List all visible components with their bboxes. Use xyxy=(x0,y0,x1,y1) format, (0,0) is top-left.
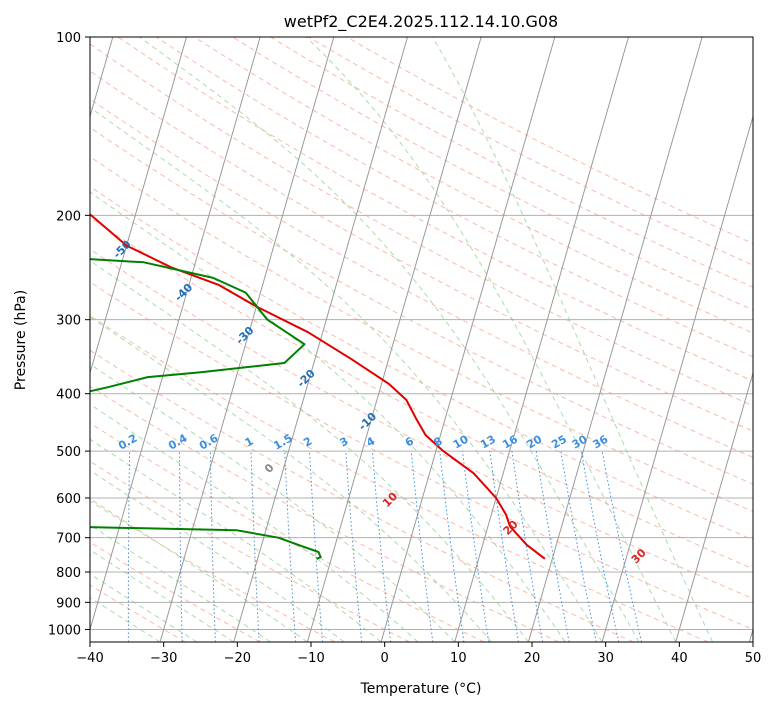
x-tick-label: −20 xyxy=(224,651,251,666)
x-tick-label: −10 xyxy=(297,651,324,666)
y-tick-label: 1000 xyxy=(48,623,81,638)
y-tick-label: 900 xyxy=(56,596,81,611)
x-tick-label: 20 xyxy=(524,651,541,666)
y-axis-label: Pressure (hPa) xyxy=(13,290,29,390)
x-tick-label: 10 xyxy=(450,651,467,666)
y-tick-label: 300 xyxy=(56,314,81,329)
y-tick-label: 700 xyxy=(56,532,81,547)
x-tick-label: 30 xyxy=(597,651,614,666)
x-tick-label: 40 xyxy=(671,651,688,666)
y-tick-label: 400 xyxy=(56,388,81,403)
y-tick-label: 500 xyxy=(56,445,81,460)
x-tick-label: 0 xyxy=(381,651,389,666)
x-tick-label: −40 xyxy=(76,651,103,666)
y-tick-label: 800 xyxy=(56,566,81,581)
y-tick-label: 200 xyxy=(56,209,81,224)
x-axis-label: Temperature (°C) xyxy=(360,681,482,697)
y-tick-label: 100 xyxy=(56,31,81,46)
chart-title: wetPf2_C2E4.2025.112.14.10.G08 xyxy=(284,12,558,32)
x-tick-label: 50 xyxy=(745,651,762,666)
y-tick-label: 600 xyxy=(56,492,81,507)
x-tick-label: −30 xyxy=(150,651,177,666)
